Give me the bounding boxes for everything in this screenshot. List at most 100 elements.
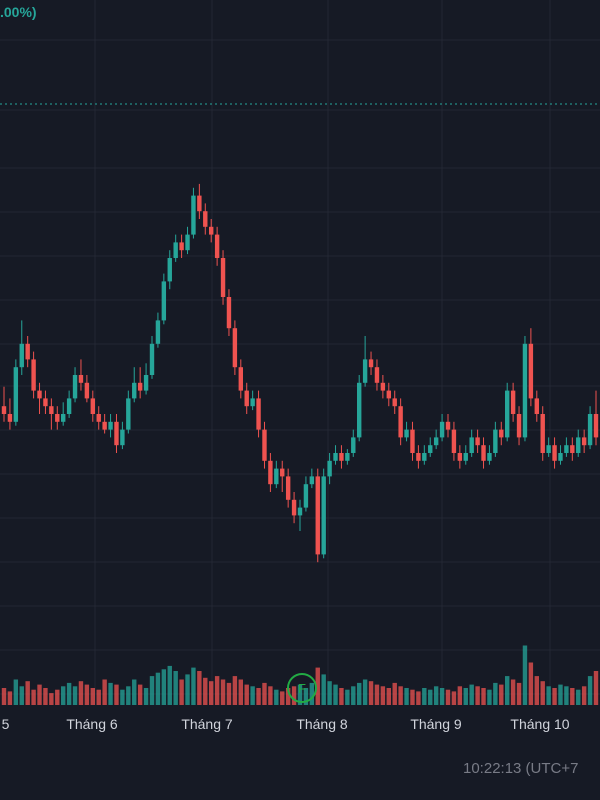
volume-bar bbox=[220, 679, 226, 705]
candle-body bbox=[392, 398, 397, 407]
volume-bar bbox=[315, 667, 320, 705]
volume-bar bbox=[516, 682, 522, 705]
candle-body bbox=[522, 343, 528, 438]
candle-body bbox=[203, 211, 208, 227]
candle-body bbox=[285, 476, 291, 500]
candle-body bbox=[13, 367, 19, 422]
earnings-event-marker[interactable]: F bbox=[287, 673, 317, 703]
candle-body bbox=[226, 297, 232, 329]
volume-bar bbox=[132, 679, 137, 705]
candle-body bbox=[238, 367, 243, 391]
candle-body bbox=[416, 453, 421, 461]
volume-bar bbox=[433, 686, 439, 705]
candle-body bbox=[209, 226, 214, 235]
candle-body bbox=[7, 414, 13, 422]
candle-body bbox=[137, 382, 143, 391]
candles bbox=[1, 183, 599, 563]
volume-bar bbox=[451, 691, 457, 705]
candle-body bbox=[1, 406, 7, 414]
candle-body bbox=[463, 453, 468, 461]
volume-bar bbox=[31, 689, 36, 705]
volume-bar bbox=[7, 691, 13, 705]
candle-body bbox=[185, 234, 190, 251]
candle-body bbox=[410, 429, 415, 453]
volume-bar bbox=[593, 671, 599, 705]
volume-bar bbox=[581, 686, 587, 705]
volume-bar bbox=[528, 662, 534, 705]
volume-bar bbox=[404, 688, 409, 705]
x-tick-label: g 5 bbox=[0, 716, 10, 732]
volume-bar bbox=[25, 681, 30, 705]
candle-body bbox=[516, 414, 522, 438]
volume-bar bbox=[540, 681, 545, 705]
candle-body bbox=[404, 429, 409, 438]
volume-bar bbox=[439, 688, 445, 705]
candle-body bbox=[333, 453, 338, 461]
volume-bar bbox=[386, 688, 391, 705]
volume-bar bbox=[534, 676, 539, 705]
volume-bar bbox=[475, 686, 480, 705]
volume-bar bbox=[102, 679, 107, 705]
volume-bar bbox=[398, 686, 403, 705]
volume-bar bbox=[280, 691, 285, 705]
volume-bar bbox=[209, 681, 214, 705]
candle-body bbox=[451, 429, 457, 453]
candle-body bbox=[19, 343, 24, 368]
candle-body bbox=[469, 437, 474, 453]
candle-body bbox=[96, 414, 101, 422]
volume-bar bbox=[108, 682, 113, 705]
volume-bar bbox=[297, 684, 303, 705]
volume-bar bbox=[137, 684, 143, 705]
candle-body bbox=[581, 437, 587, 446]
candle-body bbox=[374, 367, 380, 383]
candle-body bbox=[155, 320, 161, 344]
event-circle-icon bbox=[287, 673, 317, 703]
volume-bar bbox=[546, 686, 551, 705]
candle-body bbox=[78, 375, 84, 383]
candle-body bbox=[268, 460, 273, 485]
volume-bar bbox=[552, 688, 557, 705]
volume-bar bbox=[114, 684, 119, 705]
volume-bar bbox=[185, 674, 190, 705]
volume-bar bbox=[564, 686, 569, 705]
volume-bar bbox=[66, 682, 72, 705]
candle-body bbox=[558, 453, 563, 461]
volume-bar bbox=[428, 689, 433, 705]
volume-bar bbox=[522, 645, 528, 705]
candle-body bbox=[445, 421, 451, 430]
volume-bar bbox=[457, 686, 463, 705]
candle-body bbox=[309, 476, 315, 485]
volume-bar bbox=[327, 681, 332, 705]
volume-bar bbox=[487, 689, 492, 705]
candle-body bbox=[552, 445, 557, 461]
volume-bar bbox=[161, 669, 167, 705]
volume-bar bbox=[416, 691, 421, 705]
volume-bar bbox=[72, 686, 78, 705]
volume-bar bbox=[90, 688, 95, 705]
candle-body bbox=[368, 359, 374, 368]
volume-bar bbox=[392, 682, 397, 705]
candle-body bbox=[197, 195, 202, 212]
candle-body bbox=[262, 429, 267, 461]
volume-bar bbox=[362, 679, 368, 705]
candle-body bbox=[576, 437, 581, 453]
volume-bar bbox=[357, 682, 362, 705]
candle-body bbox=[220, 258, 226, 297]
volume-bar bbox=[262, 682, 267, 705]
candle-body bbox=[179, 242, 184, 251]
candle-body bbox=[55, 414, 60, 422]
volume-bar bbox=[191, 667, 196, 705]
x-axis: g 5 Tháng 6 Tháng 7 Tháng 8 Tháng 9 Tháng 10 bbox=[0, 716, 570, 732]
candle-body bbox=[49, 406, 54, 414]
candle-body bbox=[173, 242, 178, 258]
volume-bar bbox=[321, 674, 326, 705]
volume-bar bbox=[155, 672, 161, 705]
volume-bar bbox=[368, 681, 374, 705]
volume-bar bbox=[149, 676, 155, 705]
volume-bar bbox=[445, 689, 451, 705]
volume-bar bbox=[238, 679, 243, 705]
volume-bar bbox=[469, 684, 474, 705]
volume-bar bbox=[244, 684, 249, 705]
